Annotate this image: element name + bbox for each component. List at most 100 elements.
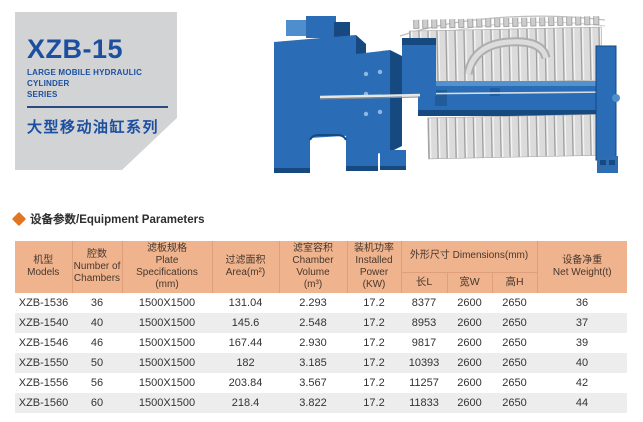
- table-cell: XZB-1556: [18, 377, 69, 389]
- product-series-chinese: 大型移动油缸系列: [27, 118, 160, 136]
- section-title: 设备参数/Equipment Parameters: [30, 214, 205, 226]
- col-header-length: 长L: [401, 271, 448, 293]
- table-cell: 167.44: [228, 337, 263, 349]
- table-cell: 46: [90, 337, 104, 349]
- table-cell: 2600: [457, 357, 482, 369]
- header-en: Chamber Volume: [292, 255, 334, 278]
- header-cn: 机型: [33, 255, 54, 266]
- table-cell: 17.2: [363, 337, 385, 349]
- table-cell: 11833: [409, 397, 439, 409]
- table-cell: 1500X1500: [138, 317, 196, 329]
- table-cell: 2.930: [299, 337, 327, 349]
- table-cell: 17.2: [363, 397, 385, 409]
- table-cell: 1500X1500: [138, 357, 196, 369]
- col-header-installed-power: 装机功率 Installed Power (KW): [347, 241, 402, 293]
- table-row: XZB-1560 60 1500X1500 218.4 3.822 17.2 11833 26…: [15, 393, 628, 413]
- table-cell: 8953: [411, 317, 437, 329]
- machine-illustration: [274, 15, 620, 173]
- col-header-models: 机型 Models: [15, 241, 73, 293]
- table-cell: 1500X1500: [138, 297, 196, 309]
- table-cell: 3.567: [299, 377, 327, 389]
- table-cell: XZB-1546: [18, 337, 69, 349]
- table-cell: 1500X1500: [138, 377, 196, 389]
- header-cn: 腔数: [87, 249, 107, 260]
- col-header-net-weight: 设备净重 Net Weight(t): [537, 241, 628, 293]
- table-cell: 2650: [502, 357, 527, 369]
- table-body: XZB-1536 36 1500X1500 131.04 2.293 17.2 8377 26…: [15, 293, 628, 413]
- table-cell: 1500X1500: [138, 337, 196, 349]
- table-cell: 2600: [457, 377, 482, 389]
- col-header-dimensions: 外形尺寸 Dimensions(mm): [401, 241, 538, 273]
- table-cell: 145.6: [231, 317, 260, 329]
- table-cell: 36: [90, 297, 104, 309]
- table-cell: XZB-1560: [18, 397, 69, 409]
- table-row: XZB-1536 36 1500X1500 131.04 2.293 17.2 8377 26…: [15, 293, 627, 313]
- header-en: (mm): [155, 279, 179, 290]
- col-header-width: 宽W: [447, 271, 493, 293]
- col-header-plate-specifications: 滤板规格 Plate Specifications (mm): [122, 241, 213, 293]
- table-cell: XZB-1550: [18, 357, 69, 369]
- table-cell: 42: [575, 377, 589, 389]
- equipment-parameters-table: 机型 Models 腔数 Number of Chambers 滤板规格 Pla…: [15, 241, 628, 413]
- product-model-title: XZB-15: [27, 34, 124, 64]
- table-row: XZB-1540 40 1500X1500 145.6 2.548 17.2 8953 260…: [15, 313, 628, 333]
- table-cell: 37: [575, 317, 589, 329]
- table-cell: 203.84: [228, 377, 263, 389]
- col-header-chamber-volume: 滤室容积 Chamber Volume (m³): [279, 241, 348, 293]
- table-cell: 131.04: [228, 297, 263, 309]
- header-en: (m³): [303, 279, 323, 290]
- table-cell: 9817: [411, 337, 437, 349]
- header-cn: 外形尺寸: [409, 250, 450, 262]
- table-cell: 17.2: [363, 297, 385, 309]
- table-cell: 2600: [457, 337, 482, 349]
- table-cell: 3.822: [299, 397, 327, 409]
- table-cell: 2650: [502, 397, 527, 409]
- table-cell: 11257: [409, 377, 439, 389]
- table-cell: 2650: [502, 377, 527, 389]
- header-cn: 滤室容积: [293, 243, 333, 254]
- table-cell: 2.293: [299, 297, 327, 309]
- table-cell: 218.4: [231, 397, 260, 409]
- header-en: Net Weight(t): [552, 267, 612, 278]
- table-cell: 50: [90, 357, 104, 369]
- table-cell: 2600: [457, 317, 482, 329]
- table-cell: 44: [575, 397, 589, 409]
- header-en: Models: [27, 267, 60, 278]
- product-series-english: LARGE MOBILE HYDRAULIC CYLINDER SERIES: [27, 67, 177, 101]
- table-cell: 40: [575, 357, 589, 369]
- table-row: XZB-1550 50 1500X1500 182 3.185 17.2 10393 2600…: [15, 353, 628, 373]
- header-cn: 装机功率: [354, 243, 394, 254]
- table-cell: 56: [90, 377, 104, 389]
- table-cell: 3.185: [299, 357, 327, 369]
- header-en: Chambers: [73, 273, 121, 284]
- header-cn: 滤板规格: [147, 243, 187, 254]
- col-header-height: 高H: [492, 271, 538, 293]
- section-heading: 设备参数/Equipment Parameters: [11, 211, 205, 227]
- col-header-chambers: 腔数 Number of Chambers: [72, 241, 123, 293]
- table-cell: 1500X1500: [138, 397, 196, 409]
- table-cell: 2600: [457, 297, 482, 309]
- header-en: (KW): [362, 279, 386, 290]
- table-cell: 17.2: [363, 357, 385, 369]
- table-cell: 182: [236, 357, 255, 369]
- table-cell: 2.548: [299, 317, 327, 329]
- table-cell: 17.2: [363, 377, 385, 389]
- table-header: 机型 Models 腔数 Number of Chambers 滤板规格 Pla…: [15, 241, 628, 293]
- header-en: Dimensions(mm): [452, 250, 529, 262]
- series-en-line1: LARGE MOBILE HYDRAULIC CYLINDER: [27, 68, 143, 89]
- orange-diamond-icon: [11, 211, 27, 227]
- table-cell: 2650: [502, 297, 527, 309]
- table-cell: 10393: [408, 357, 440, 369]
- table-row: XZB-1556 56 1500X1500 203.84 3.567 17.2 11257 2…: [15, 373, 627, 393]
- series-en-line2: SERIES: [27, 90, 58, 100]
- table-row: XZB-1546 46 1500X1500 167.44 2.930 17.2 9817 26…: [15, 333, 627, 353]
- table-cell: 8377: [411, 297, 437, 309]
- table-cell: 60: [90, 397, 104, 409]
- product-card: XZB-15 LARGE MOBILE HYDRAULIC CYLINDER S…: [15, 12, 177, 170]
- table-cell: 39: [575, 337, 589, 349]
- table-cell: 2600: [457, 397, 482, 409]
- col-header-filter-area: 过滤面积 Area(m²): [212, 241, 280, 293]
- table-cell: 40: [90, 317, 104, 329]
- table-cell: 2650: [502, 337, 527, 349]
